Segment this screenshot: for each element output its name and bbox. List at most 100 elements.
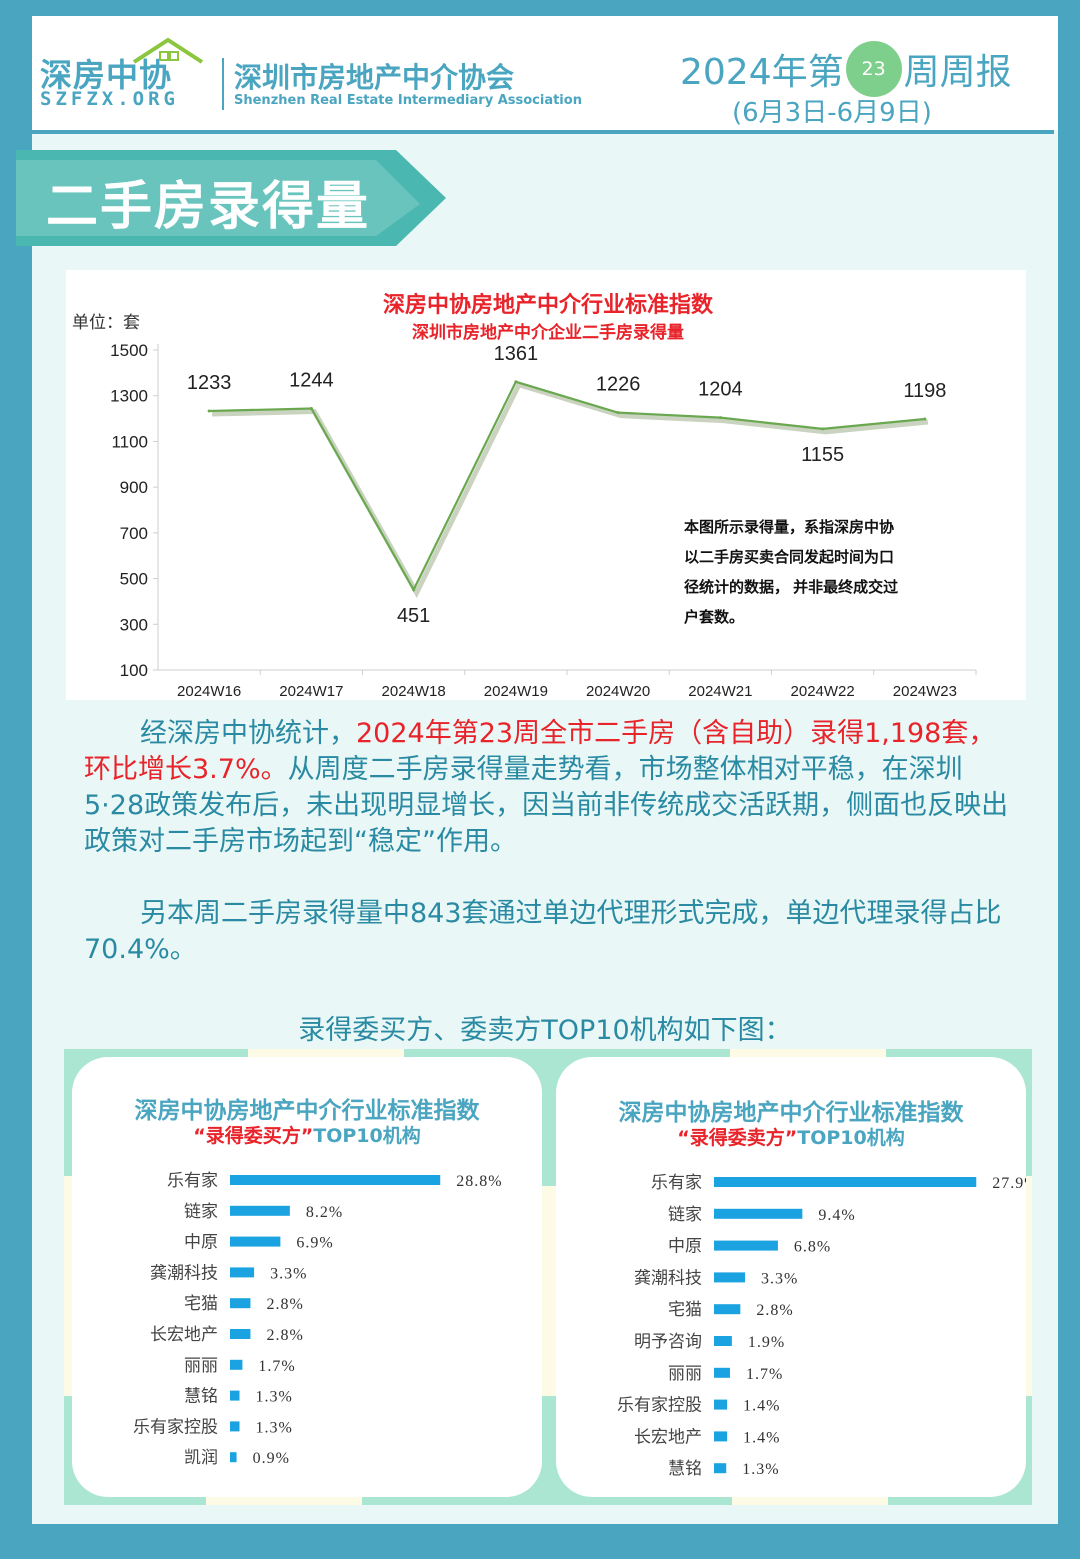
bar-category-label: 乐有家 xyxy=(651,1173,702,1192)
bar-value-label: 28.8% xyxy=(456,1173,502,1190)
bar xyxy=(714,1177,977,1187)
x-tick-label: 2024W18 xyxy=(382,683,446,700)
bar-category-label: 凯润 xyxy=(184,1448,218,1467)
data-label: 451 xyxy=(397,605,430,627)
bar xyxy=(230,1359,243,1370)
chart-note-line: 本图所示录得量，系指深房中协 xyxy=(684,518,894,536)
unit-label: 单位：套 xyxy=(72,313,140,332)
data-label: 1361 xyxy=(494,343,539,365)
bar-category-label: 乐有家 xyxy=(167,1171,218,1190)
buyer-chart-title: 深房中协房地产中介行业标准指数 xyxy=(134,1098,480,1124)
bar-category-label: 慧铭 xyxy=(184,1387,218,1406)
bar-category-label: 龚潮科技 xyxy=(150,1263,218,1282)
bar-value-label: 1.7% xyxy=(258,1358,295,1375)
y-tick-label: 700 xyxy=(120,524,148,543)
decor-strip xyxy=(206,1495,362,1505)
bar-value-label: 2.8% xyxy=(756,1302,793,1319)
bar-category-label: 链家 xyxy=(184,1202,218,1221)
bar-category-label: 长宏地产 xyxy=(150,1325,218,1344)
seller-chart-title: 深房中协房地产中介行业标准指数 xyxy=(618,1100,964,1126)
chart-note-line: 径统计的数据， 并非最终成交过 xyxy=(684,578,898,596)
data-point xyxy=(821,427,825,431)
data-label: 1244 xyxy=(289,370,334,392)
bar xyxy=(230,1236,281,1247)
data-label: 1226 xyxy=(596,374,641,396)
seller-subtitle-rest: TOP10机构 xyxy=(797,1127,905,1149)
bar xyxy=(714,1272,746,1283)
bar-category-label: 乐有家控股 xyxy=(617,1396,702,1415)
org-name-cn: 深圳市房地产中介协会 xyxy=(234,61,515,94)
bar xyxy=(714,1240,778,1251)
buyer-chart-subtitle: “录得委买方”TOP10机构 xyxy=(72,1121,542,1148)
buyer-subtitle-red: “录得委买方” xyxy=(193,1125,314,1147)
bar xyxy=(714,1431,728,1442)
chart-note-line: 以二手房买卖合同发起时间为口 xyxy=(684,548,894,566)
bar-category-label: 龚潮科技 xyxy=(634,1268,702,1287)
seller-bar-chart: 乐有家 27.9% 链家 9.4% 中原 6.8% 龚潮科技 3.3% 宅猫 2.8% 明予咨询 1.… xyxy=(617,1173,1026,1478)
agency-text: 另本周二手房录得量中843套通过单边代理形式完成，单边代理录得占比70.4%。 xyxy=(84,898,1002,965)
seller-subtitle-red: “录得委卖方” xyxy=(677,1127,798,1149)
report-sheet: 深房中协 SZFZX.ORG 深圳市房地产中介协会 Shenzhen Real … xyxy=(16,16,1058,1524)
bar-category-label: 乐有家控股 xyxy=(133,1417,218,1436)
section-banner xyxy=(16,150,446,246)
y-tick-label: 300 xyxy=(120,615,148,634)
buyer-subtitle-rest: TOP10机构 xyxy=(313,1125,421,1147)
bar-category-label: 链家 xyxy=(668,1205,702,1224)
buyer-top10-card: 深房中协房地产中介行业标准指数 “录得委买方”TOP10机构 乐有家 28.8% 链… xyxy=(72,1057,542,1497)
bar xyxy=(230,1205,290,1216)
x-tick-label: 2024W20 xyxy=(586,683,650,700)
x-tick-label: 2024W16 xyxy=(177,683,241,700)
bar-value-label: 1.4% xyxy=(743,1429,780,1446)
week-suffix: 周周报 xyxy=(903,52,1012,93)
bar-category-label: 宅猫 xyxy=(668,1300,702,1319)
bar-value-label: 6.9% xyxy=(296,1235,333,1252)
bar-value-label: 2.8% xyxy=(266,1296,303,1313)
bar-value-label: 1.4% xyxy=(743,1398,780,1415)
data-point xyxy=(718,416,722,420)
summary-paragraph: 经深房中协统计，2024年第23周全市二手房（含自助）录得1,198套，环比增长… xyxy=(84,716,1014,860)
bar-category-label: 丽丽 xyxy=(184,1356,218,1375)
bar-value-label: 1.3% xyxy=(255,1389,292,1406)
bar xyxy=(230,1175,441,1185)
bar xyxy=(230,1421,240,1432)
x-tick-label: 2024W22 xyxy=(791,683,855,700)
house-logo-icon xyxy=(132,37,204,64)
org-name-en: Shenzhen Real Estate Intermediary Associ… xyxy=(234,93,582,108)
decor-strip xyxy=(1022,1176,1032,1396)
bar xyxy=(230,1390,240,1401)
bar-category-label: 长宏地产 xyxy=(634,1427,702,1446)
bar-category-label: 中原 xyxy=(184,1233,218,1252)
data-point xyxy=(514,380,518,384)
summary-highlight: 2024年第23周全市二手房（含自助）录得1,198套，环比增长3.7%。 xyxy=(84,718,996,785)
report-header: 深房中协 SZFZX.ORG 深圳市房地产中介协会 Shenzhen Real … xyxy=(32,16,1058,130)
summary-rest: 从周度二手房录得量走势看，市场整体相对平稳，在深圳5·28政策发布后，未出现明显… xyxy=(84,754,1009,857)
data-label: 1155 xyxy=(801,444,844,466)
decor-strip xyxy=(732,1495,888,1505)
bar xyxy=(230,1329,251,1339)
y-tick-label: 100 xyxy=(120,661,148,680)
data-point xyxy=(309,407,313,411)
week-number-badge: 23 xyxy=(845,41,902,97)
x-tick-label: 2024W23 xyxy=(893,683,957,700)
data-label: 1198 xyxy=(903,380,946,402)
y-tick-label: 1100 xyxy=(111,432,148,451)
y-tick-label: 1300 xyxy=(110,387,148,406)
bar-category-label: 丽丽 xyxy=(668,1364,702,1383)
chart-subtitle: 深圳市房地产中介企业二手房录得量 xyxy=(412,322,684,342)
bar-value-label: 27.9% xyxy=(992,1175,1026,1192)
bar-category-label: 宅猫 xyxy=(184,1294,218,1313)
date-range: (6月3日-6月9日) xyxy=(732,98,932,128)
bar xyxy=(230,1452,237,1463)
bar-category-label: 慧铭 xyxy=(668,1459,702,1478)
week-prefix: 2024年第 xyxy=(680,52,844,93)
summary-lead: 经深房中协统计， xyxy=(140,718,356,749)
bar xyxy=(230,1267,255,1278)
logo-domain: SZFZX.ORG xyxy=(40,88,179,110)
data-point xyxy=(923,417,927,421)
data-point xyxy=(412,588,416,592)
week-title: 2024年第 23 周周报 xyxy=(680,41,1012,97)
bar-value-label: 1.9% xyxy=(748,1334,785,1351)
bar xyxy=(230,1298,251,1309)
y-tick-label: 1500 xyxy=(110,341,148,360)
